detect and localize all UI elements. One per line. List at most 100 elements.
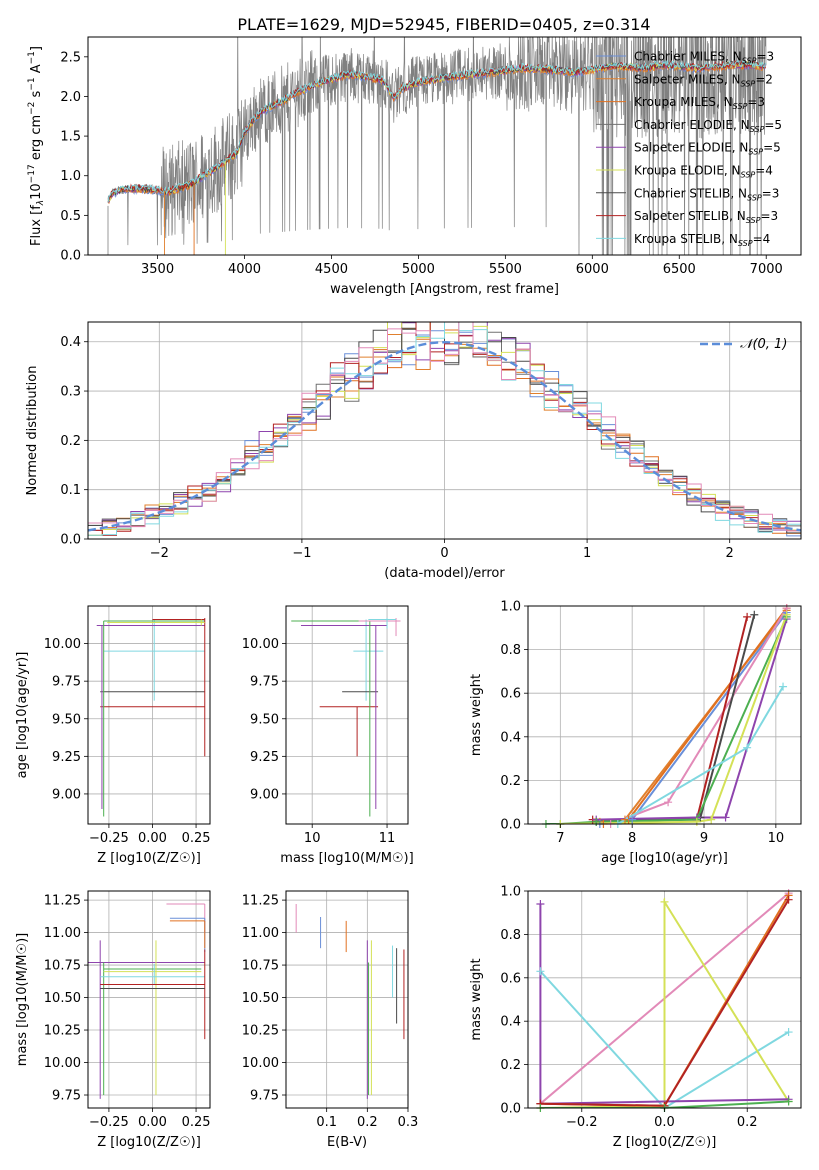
y-axis-label-part: 10 bbox=[29, 183, 44, 200]
x-tick-label: 7000 bbox=[750, 262, 783, 277]
age_vs_Z-panel: −0.25 0.00 0.25 9.00 9.25 9.50 9.75 10.00 Z [log… bbox=[15, 605, 211, 866]
mass_weight_vs_Z-panel: −0.2 0.0 0.2 0.0 0.2 0.4 0.6 0.8 1.0 Z [log10(Z/Z… bbox=[469, 885, 802, 1150]
mass-weight-line bbox=[603, 607, 788, 824]
legend-entry-label: Kroupa STELIB, NSSP=4 bbox=[634, 232, 770, 248]
y-tick-label: 9.50 bbox=[250, 712, 279, 727]
residuals-panel: −2 −1 0 1 2 0.0 0.1 0.2 0.3 0.4 (data-model)/error… bbox=[25, 321, 802, 581]
x-tick-label: 10 bbox=[768, 831, 785, 846]
mass_vs_ebv-panel: 0.1 0.2 0.3 9.75 10.00 10.25 10.50 10.75 11.00 11… bbox=[242, 890, 419, 1150]
mass_vs_Z-panel: −0.25 0.00 0.25 9.75 10.00 10.25 10.50 10.75 11.… bbox=[15, 890, 211, 1150]
mass-weight-marker bbox=[660, 897, 669, 906]
legend-text: Chabrier MILES, N bbox=[634, 50, 742, 64]
y-tick-label: 0.6 bbox=[500, 687, 521, 702]
x-tick-label: −1 bbox=[292, 546, 311, 561]
y-tick-label: 10.50 bbox=[44, 991, 81, 1006]
x-tick-label: 5000 bbox=[402, 262, 435, 277]
legend-entry-label: Chabrier MILES, NSSP=3 bbox=[634, 50, 774, 66]
legend-text: Salpeter STELIB, N bbox=[634, 209, 746, 223]
legend-tail: =5 bbox=[763, 141, 781, 155]
legend-text: Kroupa MILES, N bbox=[634, 95, 733, 109]
y-tick-label: 11.25 bbox=[242, 894, 279, 909]
y-tick-label: 11.00 bbox=[242, 926, 279, 941]
x-tick-label: 0.25 bbox=[182, 1115, 211, 1130]
x-tick-label: 0.0 bbox=[654, 1115, 675, 1130]
mass-weight-marker bbox=[536, 900, 545, 909]
mass-weight-line bbox=[539, 970, 790, 1108]
model-spectrum-kroupa-stelib bbox=[107, 59, 766, 203]
y-axis-label-part: erg cm bbox=[29, 115, 44, 164]
x-axis-label: wavelength [Angstrom, rest frame] bbox=[330, 282, 559, 297]
y-tick-label: 1.0 bbox=[500, 885, 521, 900]
legend-tail: =3 bbox=[760, 209, 778, 223]
mass_weight_vs_age-panel: 7 8 9 10 0.0 0.2 0.4 0.6 0.8 1.0 age [log10(age/yr… bbox=[469, 600, 802, 866]
x-tick-label: 0.3 bbox=[398, 1115, 419, 1130]
residuals-plot-area bbox=[88, 322, 801, 537]
y-tick-label: 9.75 bbox=[250, 1089, 279, 1104]
y-tick-label: 10.50 bbox=[242, 991, 279, 1006]
legend-tail: =2 bbox=[755, 72, 773, 86]
y-tick-label: 1.0 bbox=[500, 600, 521, 615]
y-tick-label: 10.25 bbox=[242, 1024, 279, 1039]
y-tick-label: 0.4 bbox=[500, 730, 521, 745]
y-tick-label: 1.5 bbox=[60, 130, 81, 145]
y-axis-label-part: Flux [f bbox=[29, 205, 44, 246]
y-tick-label: 0.6 bbox=[500, 971, 521, 986]
x-tick-label: 7 bbox=[556, 831, 564, 846]
y-tick-label: 9.00 bbox=[250, 787, 279, 802]
y-tick-label: 0.1 bbox=[60, 483, 81, 498]
mass-weight-line bbox=[599, 609, 788, 823]
histogram-kroupa-stelib bbox=[88, 322, 801, 536]
legend-text: Chabrier STELIB, N bbox=[634, 186, 747, 200]
mass-weight-line bbox=[592, 616, 749, 821]
y-axis-label: Flux [fλ10−17 erg cm−2 s−1 A−1] bbox=[27, 46, 46, 246]
x-tick-label: 0.2 bbox=[357, 1115, 378, 1130]
y-tick-label: 0.0 bbox=[500, 1102, 521, 1117]
x-tick-label: 3500 bbox=[141, 262, 174, 277]
axes-frame bbox=[285, 605, 409, 825]
y-tick-label: 0.2 bbox=[60, 434, 81, 449]
y-axis-label-part: −2 bbox=[27, 102, 37, 115]
legend-subscript: SSP bbox=[741, 171, 756, 180]
legend-entry-label: Kroupa ELODIE, NSSP=4 bbox=[634, 164, 773, 180]
axes-frame bbox=[285, 890, 409, 1109]
y-tick-label: 9.25 bbox=[52, 750, 81, 765]
legend-entry-label: Chabrier STELIB, NSSP=3 bbox=[634, 186, 779, 202]
legend-subscript: SSP bbox=[741, 79, 756, 88]
y-tick-label: 9.25 bbox=[250, 750, 279, 765]
y-tick-label: 0.2 bbox=[500, 1058, 521, 1073]
x-tick-label: 10 bbox=[304, 831, 321, 846]
legend-tail: =4 bbox=[755, 164, 773, 178]
y-tick-label: 9.75 bbox=[52, 675, 81, 690]
histogram-salpeter-stelib bbox=[88, 322, 801, 536]
x-tick-label: 4500 bbox=[315, 262, 348, 277]
mass-weight-marker bbox=[707, 815, 716, 824]
y-axis-label-part: λ bbox=[36, 200, 46, 206]
x-tick-label: 11 bbox=[379, 831, 396, 846]
legend-subscript: SSP bbox=[733, 102, 748, 111]
x-tick-label: 9 bbox=[700, 831, 708, 846]
legend-tail: =3 bbox=[756, 50, 774, 64]
legend-entry-label: Salpeter ELODIE, NSSP=5 bbox=[634, 141, 781, 157]
y-axis-label: mass [log10(M/M☉)] bbox=[15, 933, 30, 1066]
axes-frame bbox=[527, 605, 802, 825]
y-axis-label-part: −17 bbox=[27, 164, 37, 183]
mass-weight-marker bbox=[721, 813, 730, 822]
mass-weight-marker bbox=[743, 612, 752, 621]
histogram-pink bbox=[88, 322, 801, 532]
y-tick-label: 0.2 bbox=[500, 774, 521, 789]
mass-weight-marker bbox=[664, 798, 673, 807]
mass-weight-marker bbox=[750, 610, 759, 619]
age_vs_Z-plot-area bbox=[96, 618, 206, 817]
legend-text: Kroupa ELODIE, N bbox=[634, 164, 741, 178]
mass-weight-line bbox=[610, 607, 788, 824]
legend-subscript: SSP bbox=[746, 216, 761, 225]
spectrum-plot-area bbox=[107, 37, 767, 255]
legend-entry-label: 𝒩(0, 1) bbox=[740, 337, 787, 352]
y-tick-label: 9.75 bbox=[52, 1089, 81, 1104]
x-axis-label: Z [log10(Z/Z☉)] bbox=[97, 1135, 201, 1150]
mass-weight-marker bbox=[628, 815, 637, 824]
mass_vs_Z-plot-area bbox=[88, 903, 206, 1099]
mass_weight_vs_age-plot-area bbox=[546, 607, 788, 824]
y-tick-label: 2.0 bbox=[60, 90, 81, 105]
